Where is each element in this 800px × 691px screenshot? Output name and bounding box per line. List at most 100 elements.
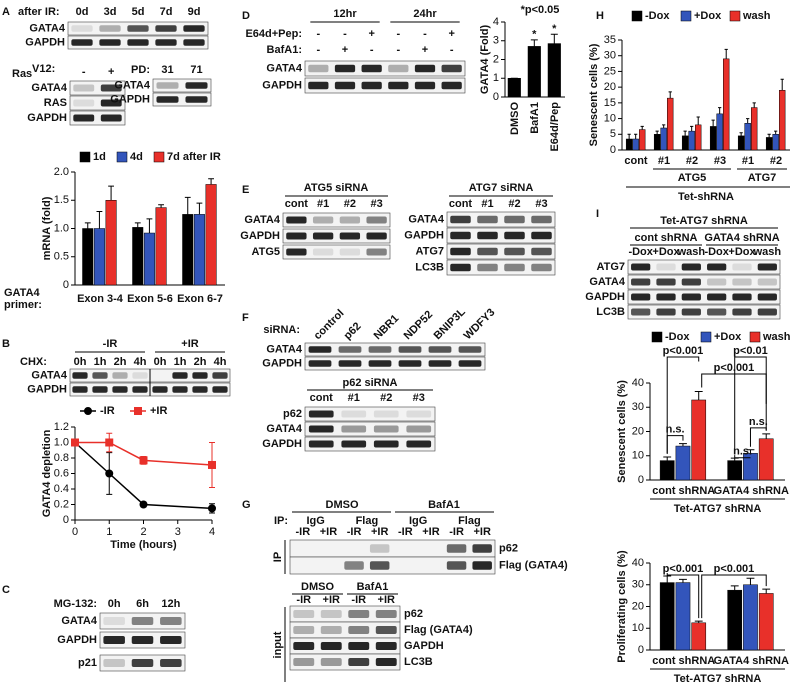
blot-band xyxy=(344,561,364,570)
blot xyxy=(446,259,556,276)
blot-band xyxy=(373,410,399,418)
blot-band xyxy=(398,360,422,367)
lane-label: - xyxy=(316,28,320,40)
row-label: ATG7 xyxy=(415,245,444,257)
row-label: GATA4 xyxy=(408,213,445,225)
x-tick-label: Exon 3-4 xyxy=(77,293,124,305)
blot-band xyxy=(334,64,356,73)
lane-label: #3 xyxy=(371,198,383,210)
row-label: GAPDH xyxy=(262,79,302,91)
error-bar xyxy=(746,118,750,124)
label: PD: xyxy=(131,64,150,76)
x-tick-label: cont shRNA xyxy=(652,485,715,497)
label: GATA4 xyxy=(4,287,41,299)
lane-label: + xyxy=(108,66,114,78)
error-bar xyxy=(208,178,214,185)
error-bar xyxy=(746,577,755,585)
blot-band xyxy=(92,372,108,379)
blot-band xyxy=(132,386,148,393)
lane-label: wash xyxy=(753,246,782,258)
bracket xyxy=(749,427,767,447)
blot-band xyxy=(458,360,482,367)
blot-band xyxy=(348,610,370,618)
panel-letter: I xyxy=(596,208,599,220)
blot-band xyxy=(757,293,777,301)
bracket xyxy=(666,435,684,454)
y-tick-label: 1.5 xyxy=(54,194,69,206)
panel-letter: H xyxy=(596,10,604,22)
blot-band xyxy=(312,232,334,240)
y-tick-label: 40 xyxy=(632,557,644,569)
lane-label: +IR xyxy=(371,526,388,538)
x-tick-label: cont shRNA xyxy=(652,655,715,667)
y-tick-label: 1.0 xyxy=(54,436,69,448)
lane-label: NDP52 xyxy=(402,309,436,343)
blot-band xyxy=(308,81,329,90)
lane-label: - xyxy=(423,28,427,40)
blot xyxy=(304,60,466,77)
blot xyxy=(627,304,781,320)
row-label: GATA4 xyxy=(29,22,66,34)
label: after IR: xyxy=(18,6,60,18)
legend-label: -Dox xyxy=(645,10,670,22)
error-bar xyxy=(655,130,659,135)
error-bar xyxy=(146,218,153,234)
blot-band xyxy=(339,216,361,224)
y-tick-label: 10 xyxy=(632,450,644,462)
lane-label: #2 xyxy=(380,392,392,404)
row-label: p62 xyxy=(499,542,518,554)
y-tick-label: 0 xyxy=(63,514,69,526)
blot-band xyxy=(631,308,651,316)
lane-label: IgG xyxy=(409,515,427,527)
x-tick-label: Exon 6-7 xyxy=(177,293,223,305)
lane-label: - xyxy=(396,28,400,40)
blot-band xyxy=(450,263,471,272)
legend-label: wash xyxy=(742,10,771,22)
bar xyxy=(660,127,667,151)
bar xyxy=(659,460,675,481)
lane-label: control xyxy=(312,307,347,342)
error-bar xyxy=(690,125,694,132)
row-label: GATA4 xyxy=(31,82,68,94)
row-label: GATA4 xyxy=(244,214,281,226)
annotation: * xyxy=(552,23,557,35)
bar xyxy=(155,207,167,286)
error-bar xyxy=(694,620,703,623)
y-tick-label: 0.6 xyxy=(54,467,69,479)
panel-letter: E xyxy=(242,184,249,196)
legend-swatch xyxy=(631,10,643,22)
bar xyxy=(765,137,773,151)
bar xyxy=(758,438,774,481)
y-axis-title: Proliferating cells (%) xyxy=(616,550,628,663)
lane-label: 4h xyxy=(214,356,227,368)
annotation: p<0.001 xyxy=(663,563,704,575)
group-label: ATG7 xyxy=(748,172,777,184)
blot-band xyxy=(293,642,315,650)
blot-band xyxy=(172,386,188,393)
panel-letter: A xyxy=(2,6,10,18)
blot-band xyxy=(398,346,422,353)
blot-band xyxy=(375,610,397,618)
error-bar xyxy=(634,133,638,139)
label: GATA4 shRNA xyxy=(704,232,779,244)
blot-band xyxy=(156,96,179,103)
bar xyxy=(716,113,723,151)
blot-band xyxy=(375,642,397,650)
bar xyxy=(82,228,94,286)
lane-label: -IR xyxy=(295,526,310,538)
blot xyxy=(627,274,781,290)
blot-band xyxy=(155,25,177,32)
blot-band xyxy=(72,372,88,379)
blot-band xyxy=(406,425,432,433)
y-tick-label: 0 xyxy=(63,279,69,291)
blot-band xyxy=(450,215,471,224)
marker xyxy=(139,456,148,465)
bar xyxy=(691,622,707,651)
x-tick-label: GATA4 shRNA xyxy=(714,485,789,497)
x-tick-label: 0 xyxy=(72,526,78,538)
lane-label: 9d xyxy=(188,6,201,18)
blot-band xyxy=(71,25,93,32)
annotation: p<0.01 xyxy=(733,345,768,357)
row-label: ATG5 xyxy=(251,246,280,258)
lane-label: 6h xyxy=(136,598,149,610)
